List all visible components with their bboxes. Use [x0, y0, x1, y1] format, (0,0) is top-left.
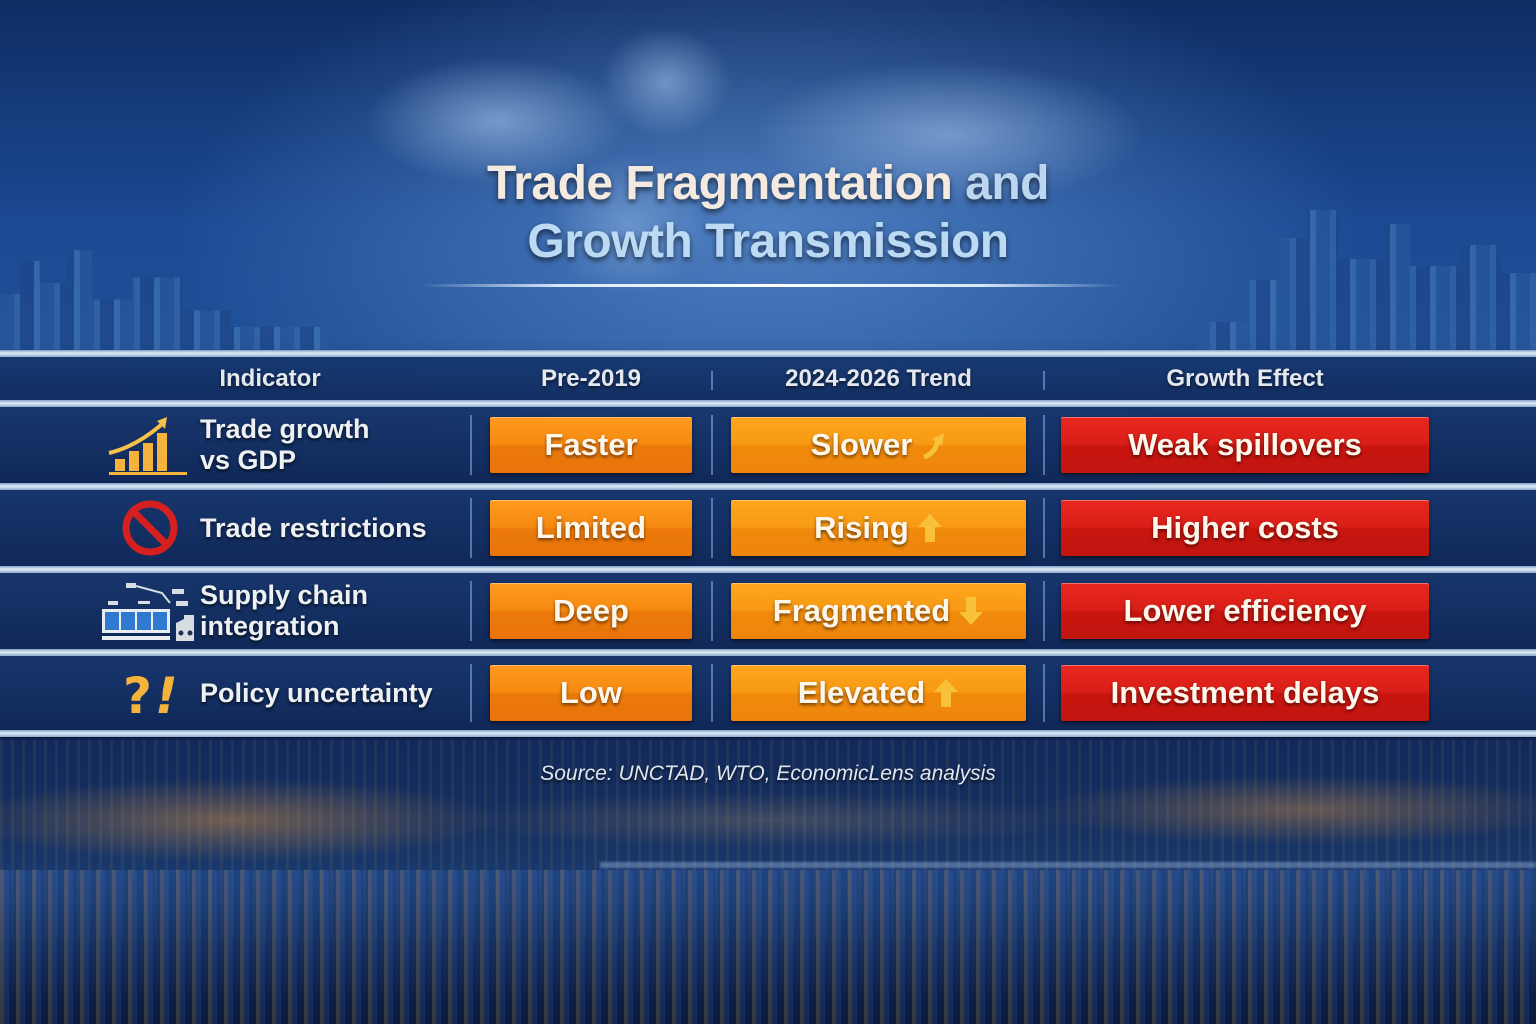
title-line1-main: Trade Fragmentation: [487, 157, 953, 210]
pre-2019-text: Limited: [535, 510, 647, 545]
growth-effect-text: Higher costs: [1151, 510, 1339, 545]
growth-effect-value: Weak spillovers: [1061, 417, 1429, 473]
trend-value: Elevated: [731, 665, 1026, 721]
column-divider: [711, 664, 713, 722]
indicator-label-line: vs GDP: [200, 445, 297, 475]
indicator-label-line: Policy uncertainty: [200, 677, 433, 708]
indicator-label-line: Trade restrictions: [200, 512, 427, 543]
column-divider: [470, 415, 472, 475]
column-divider: [711, 415, 713, 475]
indicator-label-line: Trade growth: [200, 414, 370, 444]
column-divider: [711, 581, 713, 641]
growth-effect-value: Higher costs: [1061, 500, 1429, 556]
supply-chain-icon: [100, 581, 200, 641]
pre-2019-value: Limited: [490, 500, 692, 556]
table-rail: [0, 350, 1536, 357]
title-line2: Growth Transmission: [527, 215, 1009, 268]
indicator-label: Supply chain integration: [200, 580, 368, 642]
column-divider: [1043, 498, 1045, 558]
growth-effect-value: Investment delays: [1061, 665, 1429, 721]
indicator-label: Policy uncertainty: [200, 678, 433, 709]
rising-bar-chart-icon: [100, 415, 200, 475]
trend-text: Rising: [814, 510, 909, 545]
indicator-cell: Trade restrictions: [100, 490, 470, 566]
world-map-graphic: [290, 30, 1230, 290]
column-divider: [1043, 664, 1045, 722]
column-divider: [1043, 581, 1045, 641]
shoreline: [600, 862, 1536, 868]
pre-2019-text: Low: [560, 675, 622, 710]
indicator-label-line: integration: [200, 611, 340, 641]
trend-text: Slower: [810, 427, 913, 462]
water-reflection-graphic: [0, 870, 1536, 1024]
growth-effect-value: Lower efficiency: [1061, 583, 1429, 639]
page-title: Trade Fragmentation and Growth Transmiss…: [0, 155, 1536, 271]
table-rail: [0, 649, 1536, 656]
indicator-label-line: Supply chain: [200, 580, 369, 610]
table-row: Trade growth vs GDP Faster Slower Weak s…: [0, 407, 1536, 483]
svg-text:?: ?: [123, 667, 152, 723]
table-rail: [0, 400, 1536, 407]
table-row: Supply chain integration Deep Fragmented…: [0, 573, 1536, 649]
header-trend: 2024-2026 Trend: [785, 364, 972, 392]
column-divider: [1043, 415, 1045, 475]
column-divider: [470, 664, 472, 722]
growth-effect-text: Lower efficiency: [1123, 593, 1367, 628]
source-note: Source: UNCTAD, WTO, EconomicLens analys…: [540, 762, 996, 785]
comparison-table: Indicator Pre-2019 2024-2026 Trend Growt…: [0, 350, 1536, 737]
table-row: ? ! Policy uncertainty Low Elevated Inve…: [0, 656, 1536, 730]
up-arrow-icon: [934, 679, 959, 707]
title-line1-and: and: [965, 157, 1049, 210]
pre-2019-value: Faster: [490, 417, 692, 473]
question-exclamation-icon: ? !: [100, 663, 200, 723]
table-row: Trade restrictions Limited Rising Higher…: [0, 490, 1536, 566]
pre-2019-value: Low: [490, 665, 692, 721]
trend-value: Slower: [731, 417, 1026, 473]
title-divider: [420, 284, 1120, 287]
growth-effect-text: Weak spillovers: [1128, 427, 1362, 462]
pre-2019-text: Faster: [544, 427, 638, 462]
trend-value: Fragmented: [731, 583, 1026, 639]
indicator-label: Trade growth vs GDP: [200, 414, 370, 476]
table-rail: [0, 483, 1536, 490]
table-rail: [0, 730, 1536, 737]
trend-value: Rising: [731, 500, 1026, 556]
table-rail: [0, 566, 1536, 573]
svg-text:!: !: [155, 667, 178, 723]
pre-2019-text: Deep: [553, 593, 629, 628]
prohibited-sign-icon: [100, 498, 200, 558]
header-growth-effect: Growth Effect: [1166, 364, 1324, 392]
indicator-label: Trade restrictions: [200, 513, 427, 544]
up-arrow-icon: [917, 514, 942, 542]
indicator-cell: Trade growth vs GDP: [100, 407, 470, 483]
down-arrow-icon: [959, 597, 984, 625]
column-divider: [470, 498, 472, 558]
curved-up-arrow-icon: [923, 433, 945, 460]
pre-2019-value: Deep: [490, 583, 692, 639]
header-indicator: Indicator: [219, 364, 321, 392]
table-header-row: Indicator Pre-2019 2024-2026 Trend Growt…: [0, 357, 1536, 400]
header-pre-2019: Pre-2019: [540, 364, 642, 392]
column-divider: [711, 371, 713, 390]
indicator-cell: ? ! Policy uncertainty: [100, 656, 470, 730]
trend-text: Fragmented: [772, 593, 951, 628]
column-divider: [470, 581, 472, 641]
indicator-cell: Supply chain integration: [100, 573, 470, 649]
column-divider: [711, 498, 713, 558]
column-divider: [1043, 371, 1045, 390]
growth-effect-text: Investment delays: [1110, 675, 1380, 710]
trend-text: Elevated: [797, 675, 926, 710]
